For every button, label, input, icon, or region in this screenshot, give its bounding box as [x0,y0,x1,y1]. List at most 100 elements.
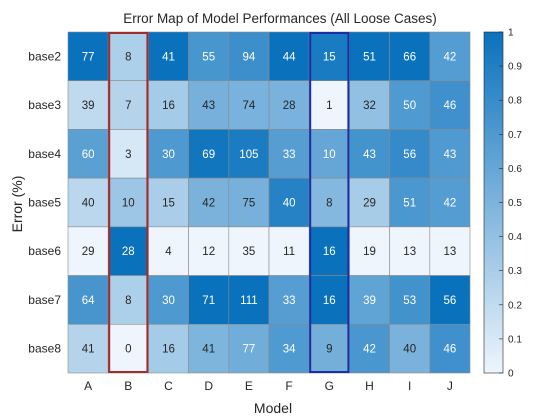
cell-value-label: 35 [243,246,256,258]
colorbar-tick-label: 0.7 [508,130,522,141]
cell-value-label: 46 [444,344,457,356]
cell-value-label: 28 [122,246,135,258]
cell-value-label: 41 [162,51,175,63]
cell-value-label: 8 [125,295,131,307]
cell-value-label: 74 [243,100,256,112]
heatmap-cell [268,31,310,82]
heatmap-cell [67,323,109,374]
cell-value-label: 10 [323,149,336,161]
cell-value-label: 55 [202,51,215,63]
heatmap-cell [268,323,310,374]
y-tick-label: base2 [28,49,61,63]
cell-value-label: 32 [363,100,376,112]
cell-value-label: 60 [82,149,95,161]
colorbar-tick-label: 0 [508,369,514,380]
cell-value-label: 42 [363,344,376,356]
x-tick-label: J [447,379,453,393]
cell-value-label: 29 [82,246,95,258]
y-tick-label: base5 [28,196,61,210]
heatmap-cell [349,226,390,276]
cell-value-label: 71 [202,295,215,307]
cell-value-label: 10 [122,198,135,210]
cell-value-label: 15 [323,51,336,63]
cell-value-label: 43 [363,149,376,161]
heatmap-cell [107,226,149,276]
y-axis-label: Error (%) [9,176,25,233]
cell-value-label: 42 [202,198,215,210]
cell-value-label: 51 [363,51,376,63]
heatmap-cell [268,177,310,228]
heatmap-cell [429,323,471,374]
colorbar-tick-label: 0.9 [508,62,522,73]
heatmap-cell [67,177,109,228]
heatmap-cell [188,80,230,130]
cell-value-label: 66 [403,51,416,63]
heatmap-cell [228,226,270,276]
cell-value-label: 77 [243,344,256,356]
cell-value-label: 42 [444,51,457,63]
cell-value-label: 8 [326,198,332,210]
cell-value-label: 40 [403,344,416,356]
colorbar-tick-label: 0.8 [508,96,522,107]
column-highlight-border [108,32,149,373]
x-tick-label: A [84,379,92,393]
cell-value-label: 41 [82,344,95,356]
cell-value-label: 94 [243,51,256,63]
heatmap-cell [107,129,149,179]
cell-value-label: 56 [403,149,416,161]
heatmap-cell [67,129,109,179]
y-tick-label: base3 [28,98,61,112]
heatmap-cell [308,323,350,374]
colorbar-tick-label: 0.4 [508,232,522,243]
cell-value-label: 16 [162,100,175,112]
x-tick-label: B [124,379,132,393]
cell-value-label: 64 [82,295,95,307]
cell-value-label: 16 [323,246,336,258]
heatmap-cell [389,177,431,228]
cell-value-label: 75 [243,198,256,210]
column-highlight-border [309,32,350,373]
x-tick-label: D [204,379,213,393]
cell-value-label: 0 [125,344,131,356]
y-tick-label: base7 [28,293,61,307]
cell-value-label: 39 [363,295,376,307]
cell-value-label: 50 [403,100,416,112]
cell-value-label: 42 [444,198,457,210]
heatmap-cell [429,226,471,276]
x-tick-label: E [245,379,253,393]
cell-value-label: 16 [162,344,175,356]
heatmap-cell [228,275,270,325]
cell-value-label: 40 [82,198,95,210]
cell-value-label: 16 [323,295,336,307]
heatmap-cell [228,177,270,228]
heatmap-cell [308,80,350,130]
cell-value-label: 30 [162,149,175,161]
cell-value-label: 13 [444,246,457,258]
cell-value-label: 7 [125,100,131,112]
heatmap-cell [148,129,189,179]
x-tick-label: G [325,379,334,393]
x-tick-label: I [408,379,411,393]
x-tick-label: H [365,379,374,393]
heatmap-cell [308,129,350,179]
heatmap-cell [67,275,109,325]
heatmap-cell [228,129,270,179]
cell-value-label: 77 [82,51,95,63]
heatmap-cell [429,31,471,82]
cell-value-label: 29 [363,198,376,210]
heatmap-cell [429,80,471,130]
cell-value-label: 43 [202,100,215,112]
heatmap-cell [389,226,431,276]
cell-value-label: 28 [283,100,296,112]
heatmap-cell [268,226,310,276]
x-axis-label: Model [254,400,292,416]
cell-value-label: 34 [283,344,296,356]
heatmap-cell [349,129,390,179]
cell-value-label: 69 [202,149,215,161]
heatmap-cell [389,323,431,374]
cell-value-label: 19 [363,246,376,258]
cell-value-label: 12 [202,246,215,258]
heatmap-cell [389,129,431,179]
